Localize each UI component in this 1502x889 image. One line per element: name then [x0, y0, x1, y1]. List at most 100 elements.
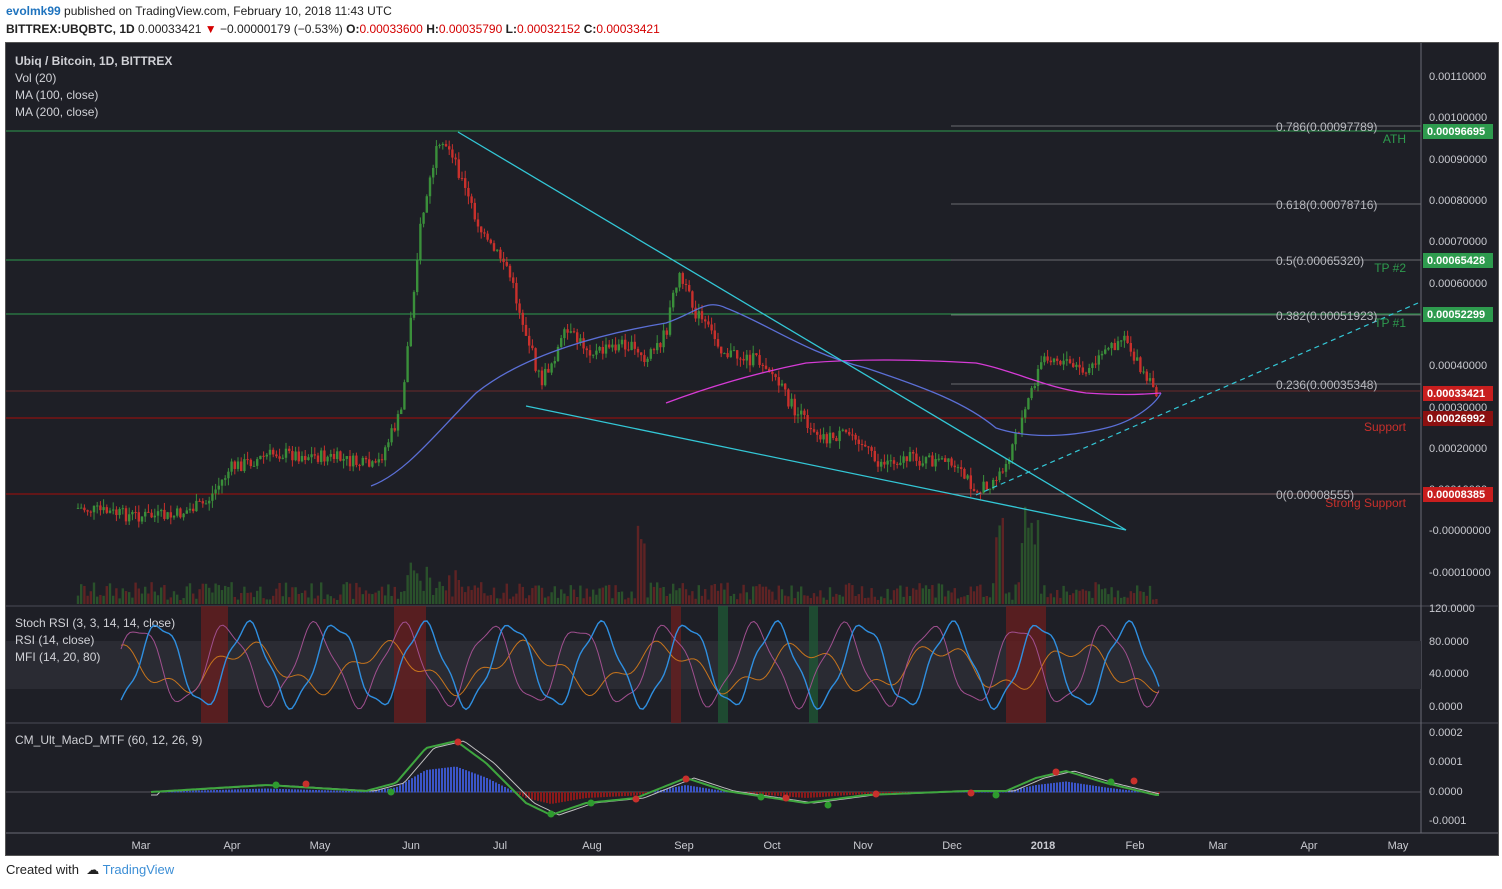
volume-bar: [838, 594, 841, 604]
candle-body: [496, 249, 499, 251]
volume-bar: [937, 583, 940, 604]
macd-histogram-bar: [342, 790, 344, 793]
volume-bar: [867, 597, 870, 604]
macd-histogram-bar: [1053, 782, 1055, 793]
volume-bar: [1036, 520, 1040, 604]
author-link[interactable]: evolmk99: [6, 4, 61, 18]
macd-histogram-bar: [171, 791, 173, 793]
volume-bar: [521, 586, 524, 604]
vol-legend[interactable]: Vol (20): [15, 71, 56, 85]
volume-bar: [665, 595, 668, 604]
candle-body: [720, 346, 723, 354]
volume-bar: [860, 586, 864, 604]
volume-bar: [473, 585, 476, 604]
candle-body: [1110, 342, 1113, 349]
volume-bar: [553, 586, 556, 604]
macd-legend[interactable]: CM_Ult_MacD_MTF (60, 12, 26, 9): [15, 733, 202, 747]
candle-body: [617, 344, 620, 351]
rsi-legend[interactable]: RSI (14, close): [15, 633, 94, 647]
tradingview-logo-icon[interactable]: ☁: [82, 862, 100, 877]
macd-pane[interactable]: [150, 738, 1160, 818]
chart-svg[interactable]: ATH TP #2 TP #1 Support Strong Support 0…: [6, 43, 1498, 855]
chart-canvas[interactable]: ATH TP #2 TP #1 Support Strong Support 0…: [5, 42, 1499, 856]
candle-body: [1113, 342, 1116, 351]
volume-bar: [627, 597, 630, 604]
macd-histogram-bar: [1125, 789, 1127, 793]
volume-bar: [131, 597, 134, 604]
volume-bar: [364, 590, 368, 604]
volume-bar: [832, 596, 835, 604]
price-tick: 0.00080000: [1429, 195, 1487, 207]
macd-histogram-bar: [303, 789, 305, 793]
macd-histogram-bar: [351, 791, 353, 793]
volume-bar: [713, 583, 716, 604]
price-axis[interactable]: 0.00110000 0.00100000 0.00090000 0.00080…: [1429, 71, 1491, 579]
macd-histogram-bar: [702, 787, 704, 793]
macd-cross-dot: [454, 738, 462, 746]
candle-body: [771, 371, 774, 375]
macd-tick: 0.0002: [1429, 727, 1463, 739]
osc-axis: 120.0000 80.0000 40.0000 0.0000: [1429, 603, 1475, 713]
macd-histogram-bar: [549, 792, 551, 804]
candle-body: [380, 459, 384, 461]
volume-bar: [108, 583, 112, 604]
candle-body: [694, 307, 697, 319]
candle-body: [1139, 357, 1142, 373]
volume-bar: [972, 591, 976, 604]
dashed-support-trend: [975, 302, 1419, 496]
rsi-line: [120, 639, 1160, 697]
macd-histogram-bar: [273, 788, 275, 793]
volume-bar: [921, 588, 924, 604]
candle-body: [1120, 340, 1123, 342]
candle-body: [566, 329, 569, 333]
macd-histogram-bar: [234, 789, 236, 793]
macd-histogram-bar: [432, 769, 434, 793]
macd-histogram-bar: [183, 790, 185, 793]
candle-body: [505, 262, 508, 266]
macd-histogram-bar: [1047, 783, 1049, 793]
time-tick: 2018: [1031, 840, 1055, 852]
candle-body: [627, 349, 630, 351]
volume-bar: [124, 591, 128, 604]
macd-histogram-bar: [486, 778, 488, 793]
candle-body: [681, 273, 684, 284]
stoch-rsi-pane[interactable]: [120, 606, 1160, 723]
volume-bar: [361, 594, 364, 604]
macd-histogram-bar: [594, 792, 596, 798]
ma200-legend[interactable]: MA (200, close): [15, 105, 98, 119]
macd-histogram-bar: [753, 792, 755, 795]
volume-bar: [1145, 595, 1148, 604]
macd-histogram-bar: [417, 774, 419, 793]
macd-histogram-bar: [276, 788, 278, 793]
volume-bar: [950, 592, 953, 604]
candle-body: [291, 450, 294, 461]
candle-body: [684, 283, 688, 286]
mfi-legend[interactable]: MFI (14, 20, 80): [15, 650, 100, 664]
stoch-legend[interactable]: Stoch RSI (3, 3, 14, 14, close): [15, 616, 175, 630]
volume-bar: [556, 597, 560, 604]
candle-body: [444, 144, 448, 147]
volume-bar: [633, 598, 636, 604]
volume-bar: [924, 585, 928, 604]
time-tick: Oct: [763, 840, 780, 852]
candle-body: [1116, 341, 1120, 351]
candle-body: [1142, 371, 1145, 373]
macd-histogram-bar: [279, 788, 281, 793]
candle-body: [416, 259, 419, 293]
candle-body: [950, 458, 953, 466]
candle-body: [742, 358, 745, 361]
volume-bar: [544, 597, 547, 604]
volume-bar: [89, 591, 92, 604]
macd-histogram-bar: [519, 792, 521, 795]
volume-bar: [652, 586, 656, 604]
ma100-legend[interactable]: MA (100, close): [15, 88, 98, 102]
volume-bar: [384, 595, 387, 604]
macd-histogram-bar: [1050, 783, 1052, 793]
macd-histogram-bar: [765, 792, 767, 795]
volume-bar: [204, 583, 208, 604]
chart-title[interactable]: Ubiq / Bitcoin, 1D, BITTREX: [15, 54, 172, 68]
tradingview-link[interactable]: TradingView: [102, 862, 175, 877]
volume-bar: [352, 598, 355, 604]
volume-bar: [329, 596, 332, 604]
time-axis[interactable]: Mar Apr May Jun Jul Aug Sep Oct Nov Dec …: [132, 840, 1409, 852]
